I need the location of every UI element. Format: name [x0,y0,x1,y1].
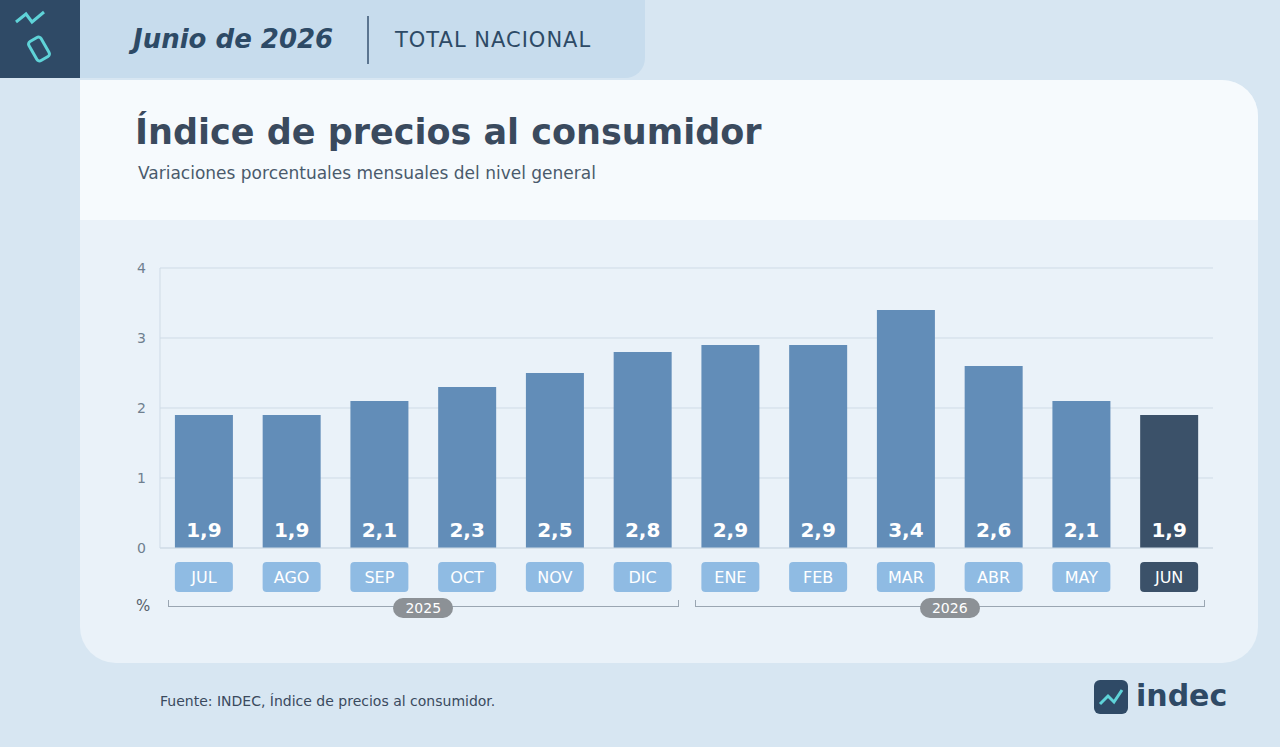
svg-text:ABR: ABR [977,568,1010,587]
svg-text:AGO: AGO [274,568,310,587]
svg-text:3: 3 [137,330,146,346]
svg-text:2,3: 2,3 [449,518,484,542]
svg-text:NOV: NOV [537,568,572,587]
svg-text:JUL: JUL [190,568,216,587]
html-text:Junio de 2026: Junio de 2026 [133,24,334,54]
svg-text:2,8: 2,8 [625,518,660,542]
svg-text:4: 4 [137,260,146,276]
svg-text:2,9: 2,9 [800,518,835,542]
html-text:TOTAL NACIONAL: TOTAL NACIONAL [395,28,592,52]
svg-text:3,4: 3,4 [888,518,923,542]
svg-text:2,9: 2,9 [713,518,748,542]
html-text:Variaciones porcentuales mensu: Variaciones porcentuales mensuales del n… [138,163,596,183]
svg-text:0: 0 [137,540,146,556]
svg-text:2,5: 2,5 [537,518,572,542]
svg-text:OCT: OCT [450,568,484,587]
html-text:indec: indec [1136,678,1228,713]
svg-text:2,1: 2,1 [1064,518,1099,542]
svg-text:2: 2 [137,400,146,416]
svg-text:JUN: JUN [1154,568,1183,587]
html-text:Fuente: INDEC, Índice de preci: Fuente: INDEC, Índice de precios al cons… [160,693,496,709]
svg-text:2,6: 2,6 [976,518,1011,542]
svg-text:1,9: 1,9 [186,518,221,542]
html-text:2026: 2026 [931,600,968,616]
svg-text:1,9: 1,9 [274,518,309,542]
svg-text:SEP: SEP [364,568,394,587]
svg-text:ENE: ENE [714,568,746,587]
svg-text:2,1: 2,1 [362,518,397,542]
svg-text:1: 1 [137,470,146,486]
svg-text:MAR: MAR [888,568,924,587]
html-text:Índice de precios al consumido: Índice de precios al consumidor [135,112,762,152]
svg-text:1,9: 1,9 [1151,518,1186,542]
html-text:2025: 2025 [405,600,442,616]
svg-text:FEB: FEB [803,568,833,587]
svg-text:MAY: MAY [1065,568,1099,587]
svg-text:DIC: DIC [629,568,657,587]
